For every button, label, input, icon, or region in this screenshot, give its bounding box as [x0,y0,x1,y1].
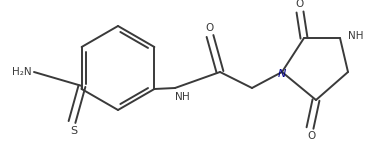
Text: N: N [175,92,183,102]
Text: S: S [70,126,77,136]
Text: O: O [308,131,316,141]
Text: N: N [278,69,286,79]
Text: O: O [206,23,214,33]
Text: H: H [182,92,190,102]
Text: H₂N: H₂N [12,67,32,77]
Text: O: O [296,0,304,9]
Text: NH: NH [348,31,363,41]
